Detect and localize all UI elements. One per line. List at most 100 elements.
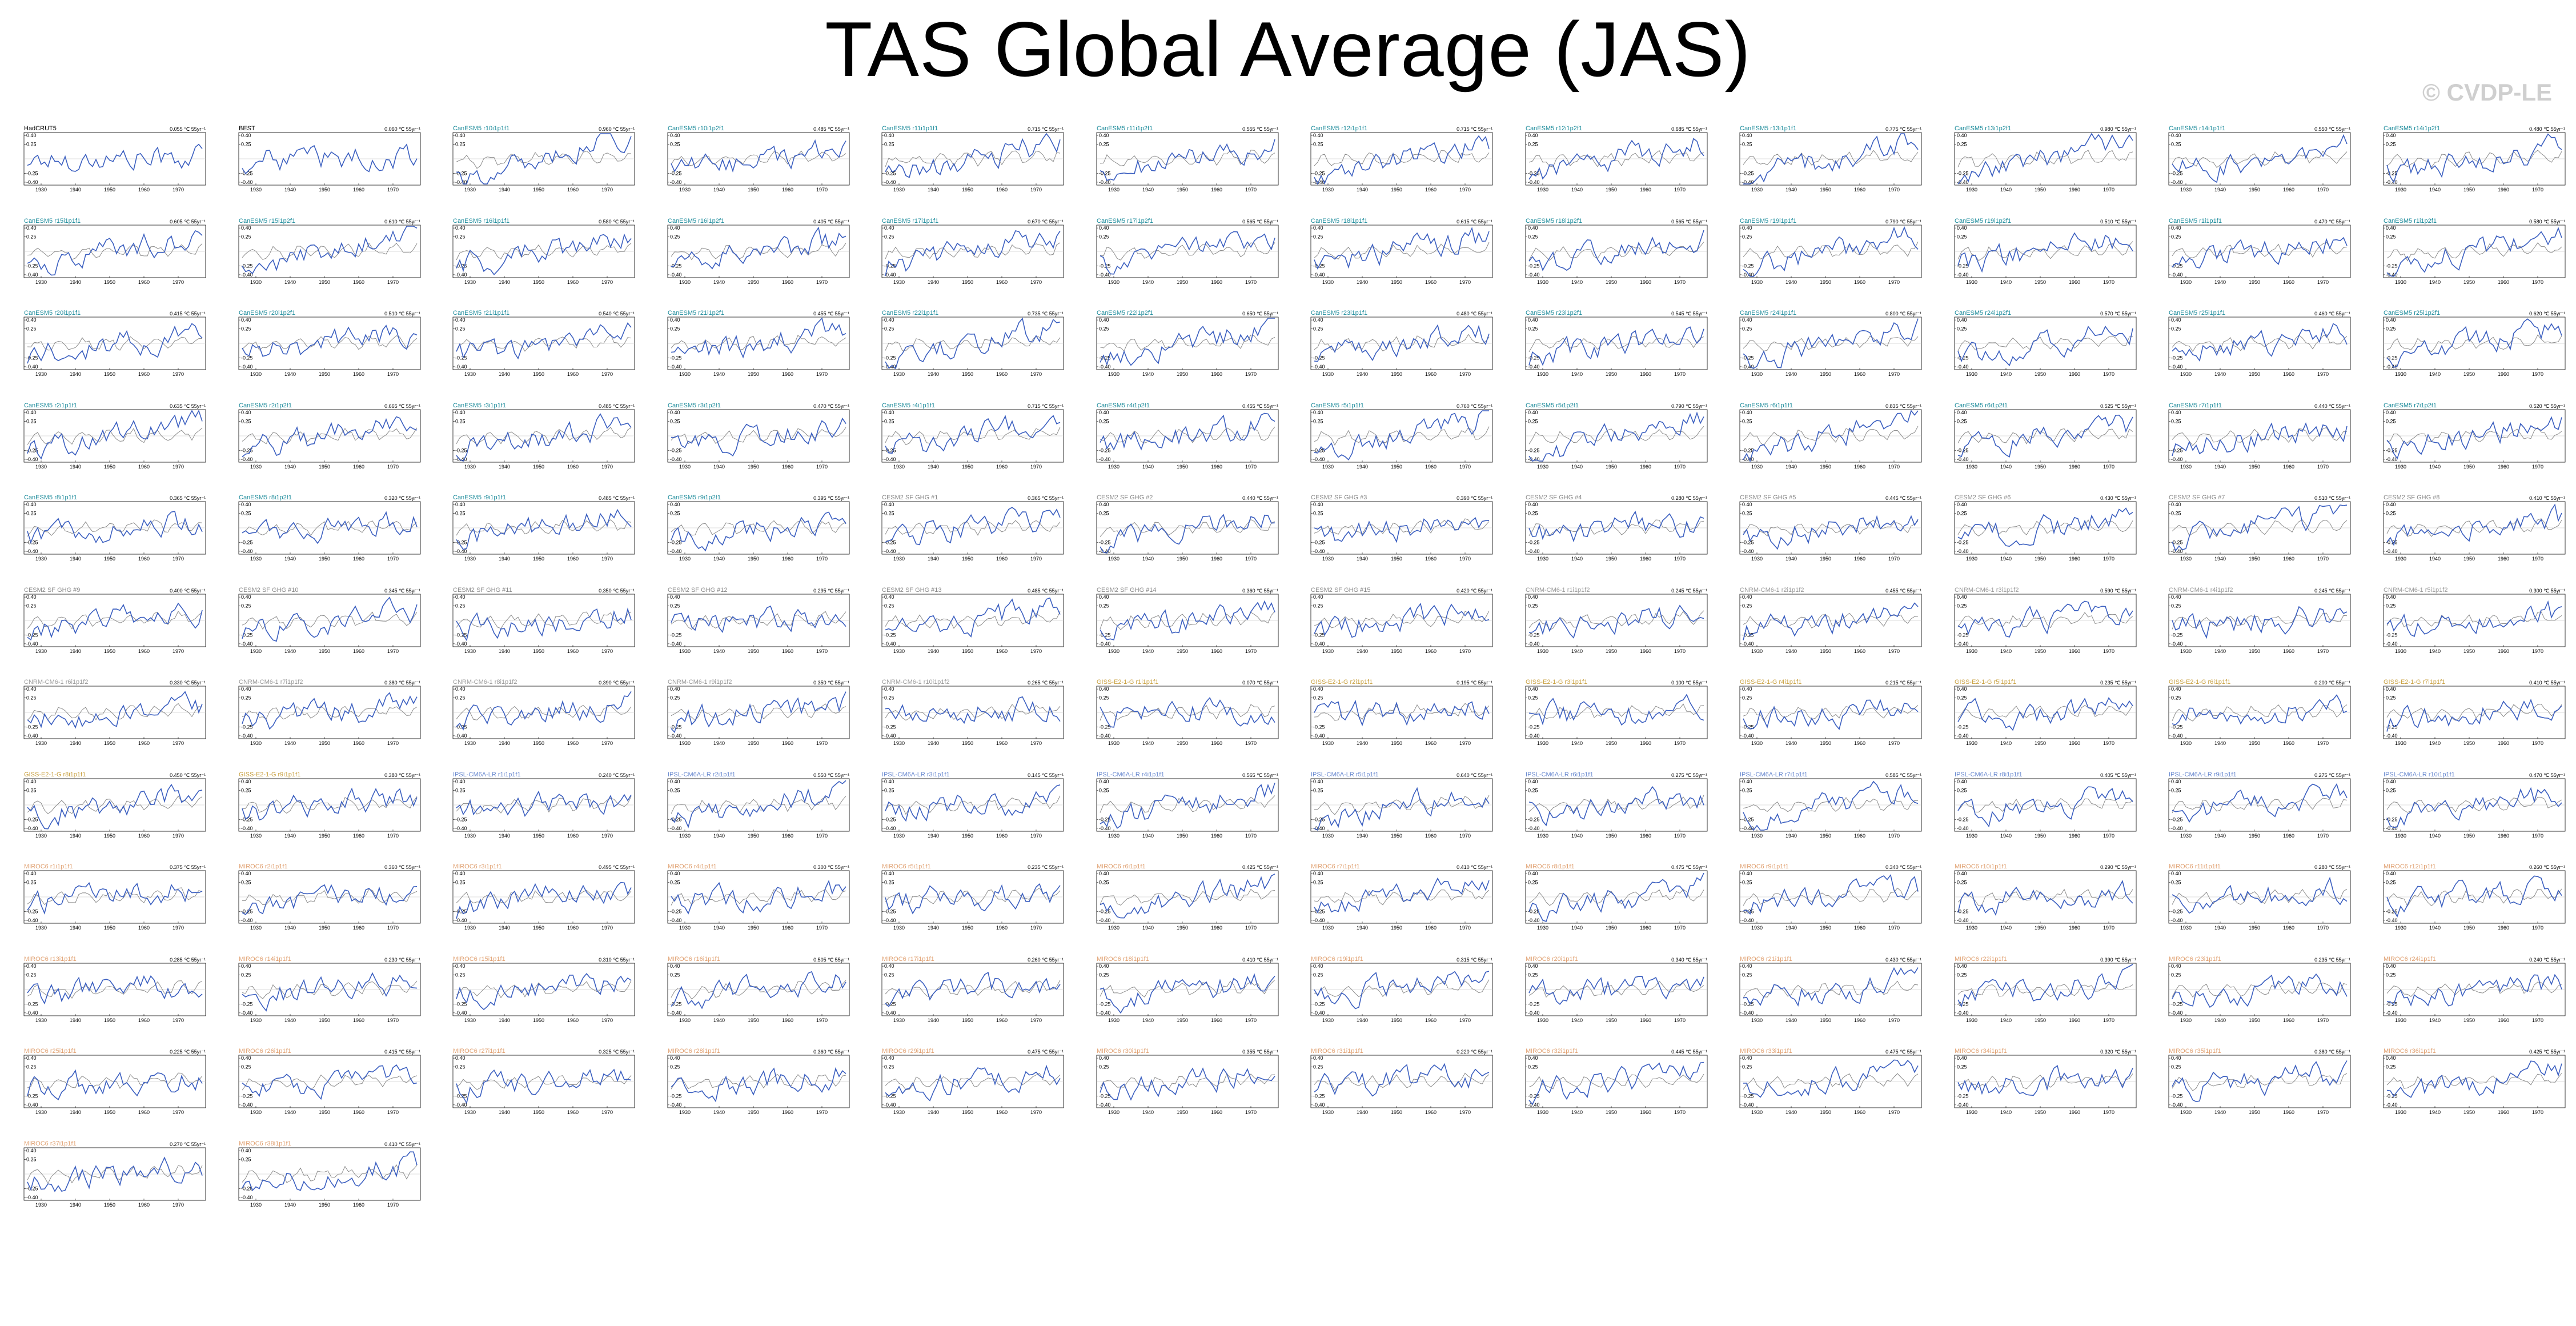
panel-title: CESM2 SF GHG #15 (1311, 587, 1371, 594)
y-tick-label: 0.40 (884, 963, 894, 969)
x-tick-label: 1960 (1425, 833, 1437, 839)
y-tick-label: -0.25 (1957, 632, 1969, 638)
reference-series-line (1528, 150, 1704, 167)
y-tick-label: -0.25 (455, 171, 467, 177)
series-line (456, 691, 632, 731)
y-tick-label: -0.25 (1099, 816, 1111, 822)
y-tick-label: 0.25 (1313, 1064, 1323, 1069)
reference-series-line (2386, 981, 2562, 997)
panel: CanESM5 r15i1p2f1 0.610 ℃ 55yr⁻¹0.400.25-… (238, 218, 420, 285)
panel-title: CESM2 SF GHG #11 (453, 587, 512, 594)
y-tick-label: 0.25 (455, 695, 466, 700)
x-tick-label: 1970 (816, 279, 827, 285)
y-tick-label: 0.25 (26, 787, 37, 793)
series-line (2172, 783, 2348, 823)
y-tick-label: -0.25 (455, 447, 467, 453)
panel: IPSL-CM6A-LR r8i1p1f1 0.405 ℃ 55yr⁻¹0.400… (1954, 771, 2136, 839)
y-tick-label: 0.40 (455, 502, 466, 507)
y-tick-label: -0.40 (455, 825, 467, 831)
x-tick-label: 1970 (1245, 556, 1256, 562)
x-tick-label: 1950 (2034, 279, 2045, 285)
panel: MIROC6 r29i1p1f1 0.475 ℃ 55yr⁻¹0.400.25-0… (881, 1048, 1064, 1115)
reference-series-line (27, 243, 203, 260)
reference-series-line (27, 1165, 203, 1184)
series-line (456, 1068, 632, 1104)
x-tick-label: 1970 (2317, 1017, 2329, 1023)
x-tick-label: 1970 (1888, 371, 1900, 377)
y-tick-label: 0.40 (1957, 1055, 1967, 1061)
y-tick-label: -0.40 (455, 1102, 467, 1108)
reference-series-line (2172, 334, 2348, 353)
x-tick-label: 1930 (250, 187, 261, 193)
x-tick-label: 1940 (499, 556, 510, 562)
panel: MIROC6 r2i1p1f1 0.360 ℃ 55yr⁻¹0.400.25-0.… (238, 863, 420, 931)
series-line (1528, 872, 1704, 922)
y-tick-label: -0.40 (884, 918, 896, 923)
panel: CESM2 SF GHG #4 0.280 ℃ 55yr⁻¹0.400.25-0.… (1525, 494, 1707, 562)
y-tick-label: -0.40 (2171, 548, 2183, 554)
y-tick-label: 0.40 (241, 1148, 251, 1153)
reference-series-line (2172, 704, 2348, 722)
y-tick-label: -0.40 (2386, 271, 2398, 277)
x-tick-label: 1950 (1605, 833, 1616, 839)
panel-title: CanESM5 r4i1p2f1 (1097, 402, 1150, 409)
reference-series-line (2172, 612, 2348, 630)
panel-title: MIROC6 r32i1p1f1 (1526, 1048, 1578, 1055)
series-line (2172, 422, 2348, 456)
y-tick-label: -0.25 (26, 816, 38, 822)
x-tick-label: 1960 (996, 1109, 1008, 1115)
x-tick-label: 1940 (2000, 648, 2011, 654)
x-tick-label: 1970 (387, 1017, 398, 1023)
y-tick-label: 0.25 (1957, 141, 1967, 147)
y-tick-label: -0.40 (884, 1102, 896, 1108)
reference-series-line (1528, 980, 1704, 997)
panel: CanESM5 r14i1p2f1 0.480 ℃ 55yr⁻¹0.400.25-… (2383, 125, 2565, 193)
y-tick-label: -0.40 (884, 640, 896, 646)
panel-trend: 0.550 ℃ 55yr⁻¹ (813, 772, 849, 778)
panel-title: CNRM-CM6-1 r8i1p1f2 (453, 679, 517, 686)
x-tick-label: 1970 (2102, 925, 2114, 931)
panel: MIROC6 r22i1p1f1 0.390 ℃ 55yr⁻¹0.400.25-0… (1954, 956, 2136, 1023)
y-tick-label: -0.25 (1528, 447, 1540, 453)
series-line (241, 143, 418, 175)
x-tick-label: 1930 (679, 1109, 690, 1115)
x-tick-label: 1930 (1108, 556, 1119, 562)
y-tick-label: -0.25 (1099, 171, 1111, 177)
series-line (885, 507, 1061, 546)
reference-series-line (885, 150, 1061, 167)
panel: CanESM5 r25i1p2f1 0.620 ℃ 55yr⁻¹0.400.25-… (2383, 310, 2565, 377)
panel: GISS-E2-1-G r7i1p1f1 0.410 ℃ 55yr⁻¹0.400.… (2383, 679, 2565, 746)
y-tick-label: -0.25 (455, 909, 467, 915)
y-tick-label: -0.40 (26, 548, 38, 554)
x-tick-label: 1940 (713, 556, 724, 562)
panel-trend: 0.475 ℃ 55yr⁻¹ (1028, 1049, 1064, 1055)
reference-series-line (2172, 150, 2348, 168)
panel-trend: 0.545 ℃ 55yr⁻¹ (1671, 311, 1707, 317)
x-tick-label: 1970 (172, 464, 184, 470)
panel-trend: 0.580 ℃ 55yr⁻¹ (2529, 219, 2565, 225)
panel-title: MIROC6 r33i1p1f1 (1740, 1048, 1792, 1055)
x-tick-label: 1960 (996, 279, 1008, 285)
y-tick-label: -0.25 (1528, 1093, 1540, 1099)
x-tick-label: 1970 (387, 1202, 398, 1208)
x-tick-label: 1930 (1108, 464, 1119, 470)
reference-series-line (456, 1075, 632, 1090)
x-tick-label: 1930 (464, 1017, 476, 1023)
panel-trend: 0.330 ℃ 55yr⁻¹ (170, 680, 206, 686)
reference-series-line (671, 888, 846, 906)
x-tick-label: 1970 (2102, 1109, 2114, 1115)
panel-title: CESM2 SF GHG #7 (2169, 494, 2225, 501)
panel: MIROC6 r27i1p1f1 0.325 ℃ 55yr⁻¹0.400.25-0… (452, 1048, 635, 1115)
x-tick-label: 1950 (104, 833, 115, 839)
x-tick-label: 1970 (387, 648, 398, 654)
panel-title: CESM2 SF GHG #3 (1311, 494, 1367, 501)
x-tick-label: 1950 (1820, 279, 1831, 285)
y-tick-label: -0.40 (1742, 733, 1754, 739)
x-tick-label: 1940 (1785, 371, 1797, 377)
x-tick-label: 1940 (1785, 1017, 1797, 1023)
panel-title: IPSL-CM6A-LR r4i1p1f1 (1097, 771, 1165, 778)
y-tick-label: 0.25 (2386, 1064, 2396, 1069)
x-tick-label: 1940 (1571, 740, 1582, 746)
series-line (2172, 504, 2348, 552)
y-tick-label: -0.25 (1528, 171, 1540, 177)
